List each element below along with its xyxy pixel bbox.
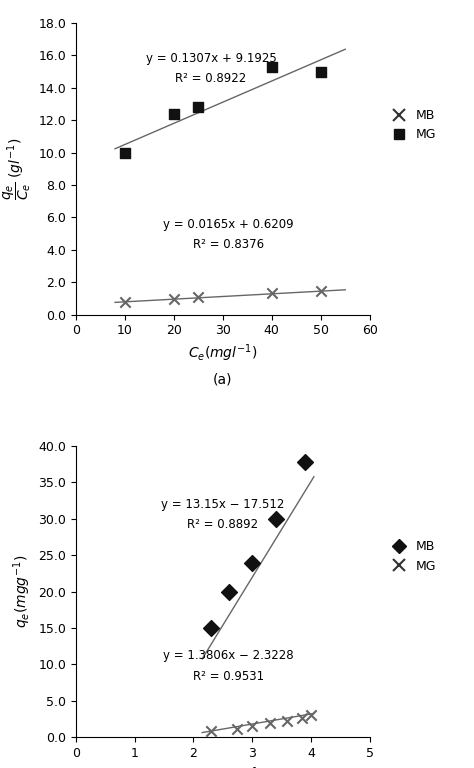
Text: R² = 0.9531: R² = 0.9531 (193, 670, 264, 683)
Point (170, 108, 178, 120)
X-axis label: $\mathit{C_e}(mgl^{-1})$: $\mathit{C_e}(mgl^{-1})$ (188, 343, 257, 365)
Point (283, 714, 291, 727)
Point (266, 717, 273, 730)
Text: R² = 0.8892: R² = 0.8892 (187, 518, 258, 531)
X-axis label: $\mathit{lnC_e}(mgl^{-1})$: $\mathit{lnC_e}(mgl^{-1})$ (182, 766, 264, 768)
Point (170, 293, 178, 306)
Point (194, 290, 202, 303)
Text: y = 1.3806x − 2.3228: y = 1.3806x − 2.3228 (164, 649, 294, 662)
Text: R² = 0.8922: R² = 0.8922 (175, 72, 246, 85)
Point (268, 286, 275, 299)
Point (207, 622, 215, 634)
Legend: MB, MG: MB, MG (382, 104, 441, 146)
Point (317, 65, 325, 78)
Point (317, 285, 325, 297)
Point (298, 712, 306, 724)
Point (207, 725, 215, 737)
Text: y = 0.0165x + 0.6209: y = 0.0165x + 0.6209 (164, 217, 294, 230)
Y-axis label: $\dfrac{q_e}{C_e}$ $(gl^{-1})$: $\dfrac{q_e}{C_e}$ $(gl^{-1})$ (1, 137, 33, 200)
Point (225, 585, 232, 598)
Point (194, 101, 202, 114)
Point (301, 455, 309, 468)
Point (121, 296, 128, 308)
Text: R² = 0.8376: R² = 0.8376 (193, 238, 264, 251)
Text: y = 13.15x − 17.512: y = 13.15x − 17.512 (161, 498, 284, 511)
Y-axis label: $q_e(mgg^{-1})$: $q_e(mgg^{-1})$ (11, 554, 33, 628)
Point (268, 61, 275, 73)
Point (307, 709, 315, 721)
Point (121, 147, 128, 159)
Point (234, 723, 241, 736)
Point (248, 720, 256, 733)
Text: (a): (a) (213, 373, 233, 387)
Point (248, 557, 256, 569)
Point (272, 512, 280, 525)
Text: y = 0.1307x + 9.1925: y = 0.1307x + 9.1925 (146, 51, 276, 65)
Legend: MB, MG: MB, MG (382, 535, 441, 578)
